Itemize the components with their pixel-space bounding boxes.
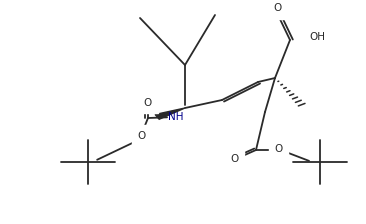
Text: O: O — [144, 98, 152, 108]
Text: O: O — [274, 3, 282, 13]
Text: O: O — [138, 131, 146, 141]
Polygon shape — [155, 108, 185, 119]
Text: OH: OH — [309, 32, 325, 42]
Text: NH: NH — [168, 112, 184, 122]
Text: O: O — [274, 144, 283, 154]
Text: O: O — [230, 154, 239, 164]
